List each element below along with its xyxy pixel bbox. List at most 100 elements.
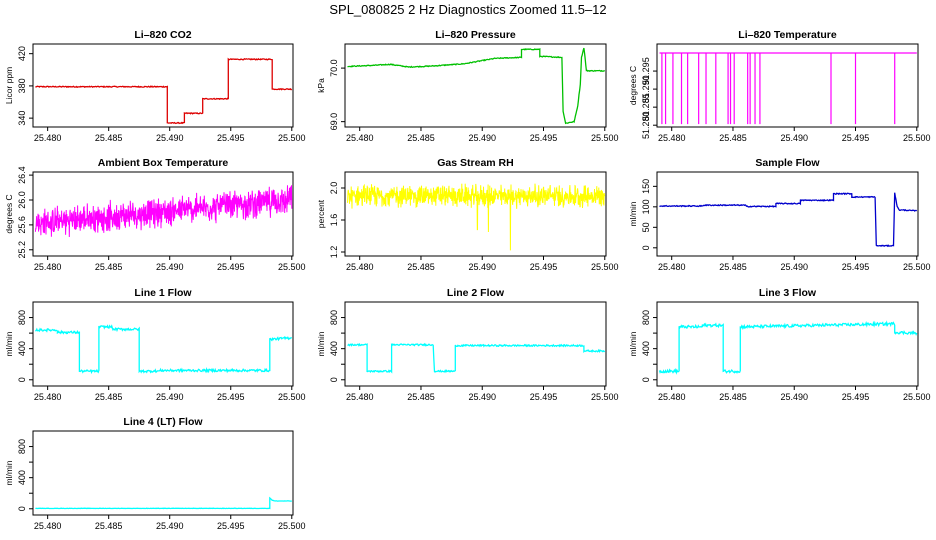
y-axis-label: degrees C bbox=[4, 194, 14, 233]
data-series bbox=[34, 324, 292, 375]
panel-title: Li–820 Temperature bbox=[738, 29, 837, 41]
data-series bbox=[35, 496, 292, 510]
panel-10: Line 4 (LT) Flow 25.480 25.485 25.490 25.495… bbox=[4, 416, 306, 531]
data-series bbox=[347, 183, 606, 251]
panel-title: Li–820 CO2 bbox=[134, 29, 191, 41]
x-tick-label: 25.480 bbox=[34, 133, 62, 143]
x-tick-label: 25.480 bbox=[34, 262, 62, 272]
y-tick-label: 0 bbox=[17, 377, 27, 382]
y-tick-label: 340 bbox=[17, 111, 27, 126]
panel-6: Sample Flow 25.480 25.485 25.490 25.495 25.50… bbox=[628, 157, 931, 272]
y-tick-label: 800 bbox=[17, 439, 27, 454]
y-tick-label: 50 bbox=[641, 222, 651, 232]
x-tick-label: 25.495 bbox=[217, 392, 245, 402]
x-tick-label: 25.500 bbox=[278, 392, 306, 402]
x-tick-label: 25.490 bbox=[780, 262, 808, 272]
x-tick-label: 25.480 bbox=[346, 133, 374, 143]
y-tick-label: 1.6 bbox=[329, 214, 339, 227]
y-tick-label: 0 bbox=[17, 506, 27, 511]
panel-title: Line 1 Flow bbox=[134, 287, 192, 299]
x-tick-label: 25.490 bbox=[468, 262, 496, 272]
y-tick-label: 2.0 bbox=[329, 182, 339, 195]
plot-frame bbox=[32, 430, 294, 516]
panel-1: Li–820 CO2 25.480 25.485 25.490 25.495 25.500… bbox=[4, 29, 306, 143]
x-tick-label: 25.495 bbox=[842, 262, 870, 272]
data-series bbox=[35, 57, 293, 125]
y-tick-label: 420 bbox=[17, 46, 27, 61]
x-tick-label: 25.495 bbox=[217, 133, 245, 143]
data-series bbox=[347, 342, 606, 374]
x-tick-label: 25.485 bbox=[719, 392, 747, 402]
x-tick-label: 25.480 bbox=[658, 262, 686, 272]
x-tick-label: 25.485 bbox=[95, 392, 123, 402]
x-tick-label: 25.495 bbox=[842, 133, 870, 143]
panel-9: Line 3 Flow 25.480 25.485 25.490 25.495 25.50… bbox=[628, 287, 931, 402]
x-tick-label: 25.490 bbox=[780, 133, 808, 143]
data-series bbox=[658, 320, 918, 375]
y-axis-label: kPa bbox=[316, 78, 326, 93]
x-tick-label: 25.485 bbox=[95, 262, 123, 272]
x-tick-label: 25.490 bbox=[780, 392, 808, 402]
y-tick-label: 0 bbox=[641, 245, 651, 250]
x-tick-label: 25.495 bbox=[530, 133, 558, 143]
panel-8: Line 2 Flow 25.480 25.485 25.490 25.495 25.50… bbox=[316, 287, 619, 402]
plot-frame bbox=[32, 171, 294, 257]
y-axis-label: degrees C bbox=[628, 66, 638, 105]
x-tick-label: 25.480 bbox=[346, 262, 374, 272]
data-series bbox=[347, 47, 605, 125]
data-series bbox=[34, 185, 293, 238]
x-tick-label: 25.495 bbox=[530, 262, 558, 272]
y-tick-label: 100 bbox=[641, 199, 651, 214]
plot-frame bbox=[344, 301, 607, 387]
y-axis-label: ml/min bbox=[4, 460, 14, 485]
panel-title: Ambient Box Temperature bbox=[98, 157, 229, 169]
y-tick-label: 51.280 bbox=[641, 111, 651, 139]
x-tick-label: 25.480 bbox=[658, 133, 686, 143]
panel-2: Li–820 Pressure 25.480 25.485 25.490 25.495 2… bbox=[316, 29, 619, 143]
y-tick-label: 25.2 bbox=[17, 241, 27, 259]
x-tick-label: 25.485 bbox=[719, 262, 747, 272]
plot-frame bbox=[344, 43, 607, 128]
y-tick-label: 26.4 bbox=[17, 166, 27, 184]
y-tick-label: 400 bbox=[641, 341, 651, 356]
x-tick-label: 25.485 bbox=[95, 133, 123, 143]
panel-title: Li–820 Pressure bbox=[435, 29, 516, 41]
plot-frame bbox=[656, 301, 919, 387]
x-tick-label: 25.485 bbox=[407, 392, 435, 402]
y-axis-label: ml/min bbox=[628, 201, 638, 226]
x-tick-label: 25.480 bbox=[34, 392, 62, 402]
x-tick-label: 25.495 bbox=[842, 392, 870, 402]
x-tick-label: 25.495 bbox=[217, 262, 245, 272]
plot-frame bbox=[32, 301, 294, 387]
y-tick-label: 51.295 bbox=[641, 57, 651, 85]
panel-title: Line 2 Flow bbox=[447, 287, 505, 299]
x-tick-label: 25.485 bbox=[407, 262, 435, 272]
x-tick-label: 25.500 bbox=[591, 133, 619, 143]
y-tick-label: 400 bbox=[329, 341, 339, 356]
y-tick-label: 0 bbox=[329, 377, 339, 382]
x-tick-label: 25.495 bbox=[530, 392, 558, 402]
x-tick-label: 25.500 bbox=[278, 262, 306, 272]
plot-frame bbox=[32, 43, 294, 128]
x-tick-label: 25.500 bbox=[903, 262, 931, 272]
x-tick-label: 25.495 bbox=[217, 521, 245, 531]
x-tick-label: 25.480 bbox=[346, 392, 374, 402]
y-axis-label: percent bbox=[316, 199, 326, 228]
x-tick-label: 25.500 bbox=[591, 392, 619, 402]
panel-7: Line 1 Flow 25.480 25.485 25.490 25.495 25.50… bbox=[4, 287, 306, 402]
x-tick-label: 25.485 bbox=[719, 133, 747, 143]
data-series bbox=[659, 192, 918, 248]
y-tick-label: 70.0 bbox=[329, 59, 339, 77]
panel-4: Ambient Box Temperature 25.480 25.485 25.49… bbox=[4, 157, 306, 272]
y-tick-label: 400 bbox=[17, 341, 27, 356]
x-tick-label: 25.490 bbox=[156, 521, 184, 531]
plot-frame bbox=[656, 43, 919, 128]
x-tick-label: 25.490 bbox=[468, 392, 496, 402]
y-tick-label: 400 bbox=[17, 470, 27, 485]
panel-title: Line 4 (LT) Flow bbox=[123, 416, 203, 428]
panel-title: Gas Stream RH bbox=[437, 157, 513, 169]
y-tick-label: 1.2 bbox=[329, 246, 339, 259]
y-tick-label: 800 bbox=[329, 310, 339, 325]
x-tick-label: 25.490 bbox=[468, 133, 496, 143]
